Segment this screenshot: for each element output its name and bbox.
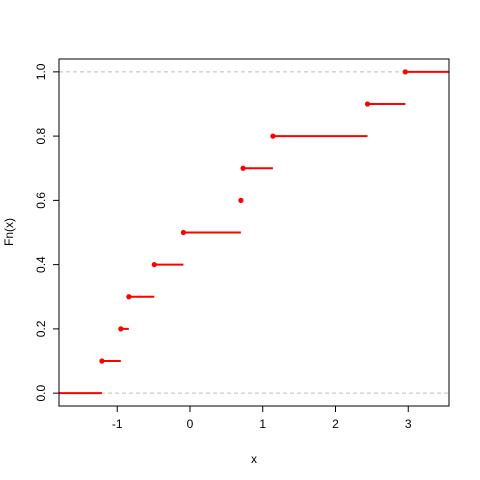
step-point — [151, 262, 157, 268]
y-tick-label: 0.4 — [34, 256, 48, 273]
x-tick-label: -1 — [112, 417, 123, 431]
step-point — [364, 101, 371, 107]
y-tick-label: 0.2 — [34, 320, 48, 337]
y-tick-label: 1.0 — [34, 63, 48, 80]
x-tick-label: 3 — [405, 417, 412, 431]
step-point — [126, 294, 132, 300]
x-tick-label: 0 — [187, 417, 194, 431]
y-axis: 0.0 0.2 0.4 0.6 0.8 1.0 — [34, 63, 59, 401]
y-tick-label: 0.6 — [34, 192, 48, 209]
step-point — [118, 326, 124, 332]
x-axis: -1 0 1 2 3 — [112, 406, 412, 431]
reference-lines — [59, 71, 449, 394]
step-point — [402, 69, 408, 75]
y-tick-label: 0.8 — [34, 127, 48, 144]
step-point — [240, 165, 246, 171]
step-point — [270, 133, 276, 139]
y-axis-label: Fn(x) — [2, 218, 16, 246]
y-tick-label: 0.0 — [34, 384, 48, 401]
x-axis-label: x — [251, 452, 257, 466]
step-point — [99, 358, 105, 364]
ecdf-series — [59, 69, 449, 395]
plot-frame — [58, 58, 450, 407]
x-tick-label: 2 — [332, 417, 339, 431]
step-point — [238, 197, 244, 203]
x-tick-label: 1 — [259, 417, 266, 431]
step-point — [180, 229, 187, 236]
